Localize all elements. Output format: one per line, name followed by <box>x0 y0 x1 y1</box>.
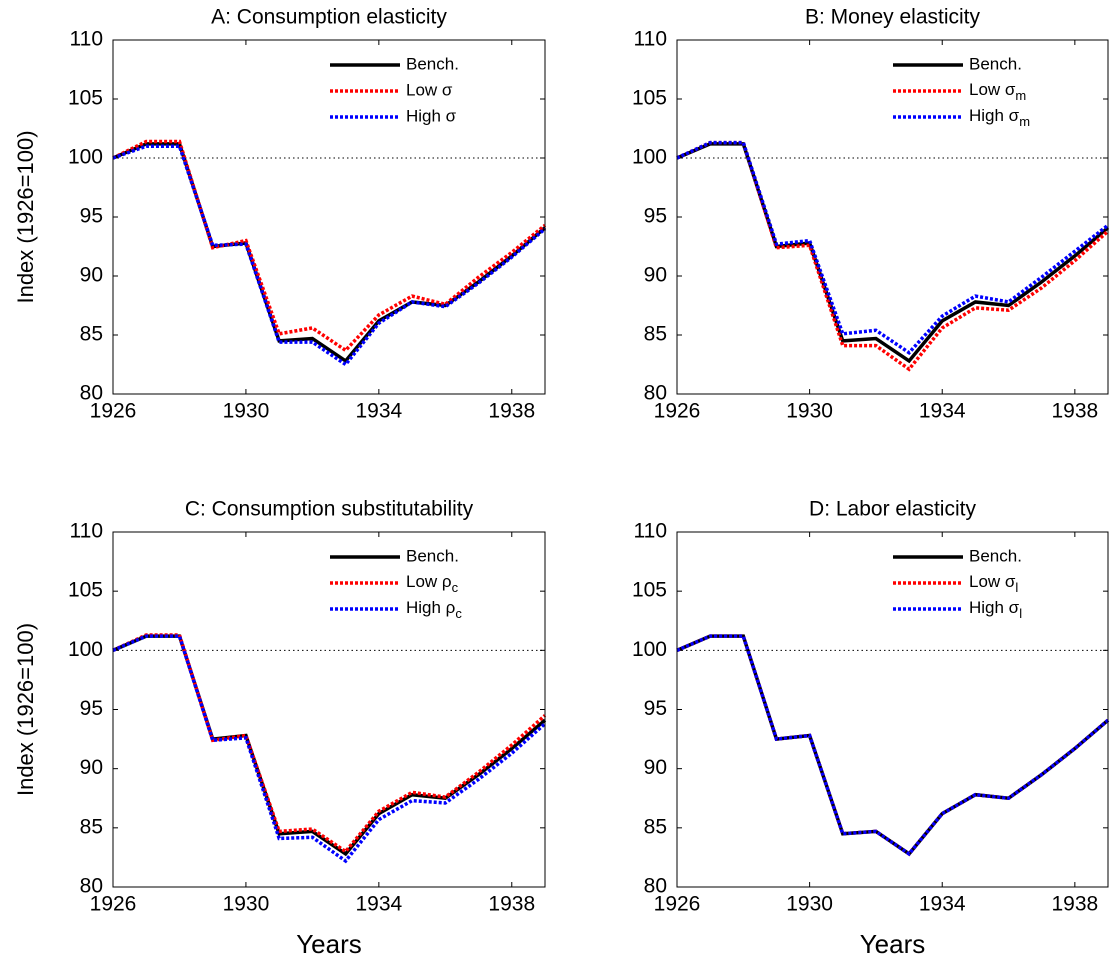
legend-label: Low σ <box>406 80 453 99</box>
legend-label: Low ρc <box>406 572 459 595</box>
y-tick-label: 85 <box>80 323 103 346</box>
x-tick-label: 1926 <box>90 893 137 916</box>
series-line <box>676 142 1110 364</box>
legend-label: Bench. <box>406 54 459 73</box>
chart-title: C: Consumption substitutability <box>185 498 474 521</box>
chart-title: B: Money elasticity <box>805 6 981 29</box>
y-tick-label: 95 <box>644 697 667 720</box>
x-tick-label: 1926 <box>90 400 137 423</box>
x-tick-label: 1934 <box>919 400 966 423</box>
y-tick-label: 105 <box>68 579 103 602</box>
x-tick-label: 1930 <box>223 893 270 916</box>
y-tick-label: 95 <box>80 205 103 228</box>
y-tick-label: 100 <box>68 146 103 169</box>
series-line <box>676 634 1110 857</box>
legend-label: Bench. <box>406 546 459 565</box>
y-tick-label: 105 <box>632 579 667 602</box>
y-tick-label: 85 <box>644 815 667 838</box>
series-line <box>676 634 1110 857</box>
y-tick-label: 80 <box>80 382 103 405</box>
y-tick-label: 80 <box>80 875 103 898</box>
y-tick-label: 95 <box>644 205 667 228</box>
chart-title: A: Consumption elasticity <box>211 6 447 29</box>
chart-title: D: Labor elasticity <box>809 498 976 521</box>
y-tick-label: 100 <box>68 638 103 661</box>
legend-label: High σm <box>969 106 1030 129</box>
y-tick-label: 105 <box>68 87 103 110</box>
y-tick-label: 110 <box>634 520 667 543</box>
y-tick-label: 105 <box>632 87 667 110</box>
y-tick-label: 110 <box>634 28 667 51</box>
plot-frame <box>112 39 546 395</box>
legend-label: High σ <box>406 106 457 125</box>
legend-label: Low σm <box>969 80 1026 103</box>
legend-label: High σl <box>969 598 1022 621</box>
plot-frame <box>112 531 546 888</box>
y-tick-label: 80 <box>644 382 667 405</box>
y-tick-label: 100 <box>632 638 667 661</box>
y-tick-label: 80 <box>644 875 667 898</box>
x-tick-label: 1934 <box>919 893 966 916</box>
series-line <box>676 140 1110 372</box>
x-tick-label: 1938 <box>488 893 535 916</box>
x-tick-label: 1934 <box>355 893 402 916</box>
legend-label: Bench. <box>969 54 1022 73</box>
series-line <box>112 139 547 353</box>
x-tick-label: 1930 <box>223 400 270 423</box>
legend-label: High ρc <box>406 598 462 621</box>
x-tick-label: 1926 <box>654 893 701 916</box>
series-line <box>112 634 547 864</box>
x-tick-label: 1934 <box>355 400 402 423</box>
y-tick-label: 85 <box>80 815 103 838</box>
y-tick-label: 90 <box>644 756 667 779</box>
x-tick-label: 1930 <box>786 400 833 423</box>
y-tick-label: 90 <box>80 756 103 779</box>
plot-frame <box>676 39 1109 395</box>
x-tick-label: 1938 <box>1051 400 1098 423</box>
y-axis-label: Index (1926=100) <box>13 623 38 796</box>
y-axis-label: Index (1926=100) <box>13 130 38 303</box>
x-tick-label: 1930 <box>786 893 833 916</box>
series-line <box>676 140 1110 356</box>
series-line <box>676 634 1110 857</box>
legend-label: Bench. <box>969 546 1022 565</box>
series-line <box>112 144 547 367</box>
y-tick-label: 95 <box>80 697 103 720</box>
y-tick-label: 110 <box>70 520 103 543</box>
x-tick-label: 1938 <box>1051 893 1098 916</box>
y-tick-label: 90 <box>80 264 103 287</box>
x-tick-label: 1926 <box>654 400 701 423</box>
y-tick-label: 110 <box>70 28 103 51</box>
legend-label: Low σl <box>969 572 1018 595</box>
series-line <box>112 634 547 857</box>
x-axis-label: Years <box>296 929 362 959</box>
plot-frame <box>676 531 1109 888</box>
x-axis-label: Years <box>860 929 926 959</box>
series-line <box>112 142 547 364</box>
series-line <box>112 633 547 854</box>
y-tick-label: 100 <box>632 146 667 169</box>
x-tick-label: 1938 <box>488 400 535 423</box>
y-tick-label: 85 <box>644 323 667 346</box>
y-tick-label: 90 <box>644 264 667 287</box>
